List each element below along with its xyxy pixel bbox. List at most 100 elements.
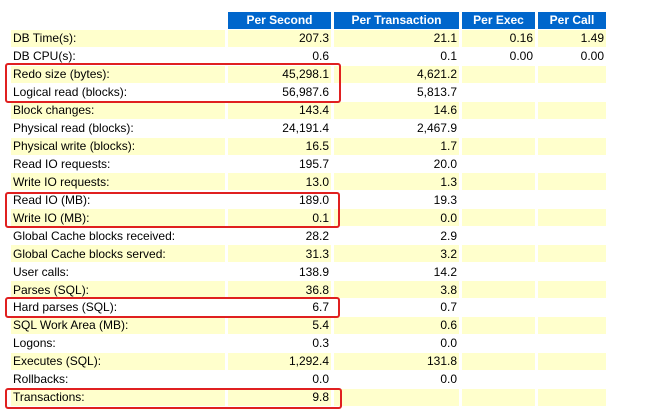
header-statistic xyxy=(11,12,225,29)
table-row: DB Time(s): 207.3 21.1 0.16 1.49 xyxy=(11,29,606,47)
cell-per-second: 56,987.6 xyxy=(228,83,331,101)
cell-per-transaction: 0.0 xyxy=(334,334,459,352)
cell-per-second: 0.1 xyxy=(228,209,331,227)
cell-per-exec xyxy=(462,352,535,370)
cell-per-call xyxy=(538,101,606,119)
table-row: Write IO requests: 13.0 1.3 xyxy=(11,173,606,191)
cell-per-second: 5.4 xyxy=(228,316,331,334)
cell-per-call xyxy=(538,83,606,101)
cell-statistic-name: DB Time(s): xyxy=(11,29,225,47)
cell-per-exec xyxy=(462,101,535,119)
cell-per-exec xyxy=(462,388,535,406)
load-profile-table: Per Second Per Transaction Per Exec Per … xyxy=(8,11,609,407)
cell-per-second: 13.0 xyxy=(228,173,331,191)
cell-per-transaction: 1.3 xyxy=(334,173,459,191)
cell-statistic-name: Read IO requests: xyxy=(11,155,225,173)
table-row: Transactions: 9.8 xyxy=(11,388,606,406)
cell-per-call: 0.00 xyxy=(538,47,606,65)
cell-per-transaction: 131.8 xyxy=(334,352,459,370)
cell-per-second: 143.4 xyxy=(228,101,331,119)
cell-per-exec: 0.16 xyxy=(462,29,535,47)
cell-per-second: 24,191.4 xyxy=(228,119,331,137)
cell-per-call xyxy=(538,227,606,245)
cell-per-transaction: 0.0 xyxy=(334,209,459,227)
cell-per-second: 9.8 xyxy=(228,388,331,406)
header-per-call: Per Call xyxy=(538,12,606,29)
cell-per-call: 1.49 xyxy=(538,29,606,47)
cell-per-second: 31.3 xyxy=(228,245,331,263)
cell-per-transaction: 19.3 xyxy=(334,191,459,209)
cell-statistic-name: Logical read (blocks): xyxy=(11,83,225,101)
table-row: DB CPU(s): 0.6 0.1 0.00 0.00 xyxy=(11,47,606,65)
cell-per-exec xyxy=(462,173,535,191)
cell-per-transaction: 2.9 xyxy=(334,227,459,245)
cell-per-exec xyxy=(462,370,535,388)
cell-per-second: 16.5 xyxy=(228,137,331,155)
cell-statistic-name: Global Cache blocks received: xyxy=(11,227,225,245)
cell-per-transaction: 0.6 xyxy=(334,316,459,334)
cell-statistic-name: SQL Work Area (MB): xyxy=(11,316,225,334)
cell-per-transaction: 21.1 xyxy=(334,29,459,47)
table-row: Global Cache blocks served: 31.3 3.2 xyxy=(11,245,606,263)
table-body: DB Time(s): 207.3 21.1 0.16 1.49 DB CPU(s): 0.… xyxy=(11,29,606,406)
cell-statistic-name: Write IO requests: xyxy=(11,173,225,191)
table-row: Parses (SQL): 36.8 3.8 xyxy=(11,281,606,298)
cell-per-second: 6.7 xyxy=(228,299,331,316)
table-row: Physical read (blocks): 24,191.4 2,467.9 xyxy=(11,119,606,137)
cell-per-transaction xyxy=(334,388,459,406)
cell-per-second: 0.0 xyxy=(228,370,331,388)
table-row: Write IO (MB): 0.1 0.0 xyxy=(11,209,606,227)
cell-per-call xyxy=(538,65,606,83)
table-row: User calls: 138.9 14.2 xyxy=(11,263,606,281)
header-per-second: Per Second xyxy=(228,12,331,29)
table-row: Global Cache blocks received: 28.2 2.9 xyxy=(11,227,606,245)
cell-statistic-name: Read IO (MB): xyxy=(11,191,225,209)
cell-per-second: 189.0 xyxy=(228,191,331,209)
cell-statistic-name: Redo size (bytes): xyxy=(11,65,225,83)
cell-per-exec xyxy=(462,137,535,155)
table-row: Physical write (blocks): 16.5 1.7 xyxy=(11,137,606,155)
cell-per-transaction: 0.1 xyxy=(334,47,459,65)
cell-per-call xyxy=(538,316,606,334)
table-row: Logons: 0.3 0.0 xyxy=(11,334,606,352)
cell-statistic-name: Physical read (blocks): xyxy=(11,119,225,137)
cell-per-call xyxy=(538,281,606,298)
cell-per-transaction: 2,467.9 xyxy=(334,119,459,137)
cell-per-exec xyxy=(462,334,535,352)
cell-per-transaction: 5,813.7 xyxy=(334,83,459,101)
cell-per-exec xyxy=(462,316,535,334)
cell-per-exec: 0.00 xyxy=(462,47,535,65)
cell-per-transaction: 1.7 xyxy=(334,137,459,155)
header-per-exec: Per Exec xyxy=(462,12,535,29)
cell-per-call xyxy=(538,173,606,191)
cell-per-exec xyxy=(462,245,535,263)
cell-per-exec xyxy=(462,191,535,209)
cell-per-exec xyxy=(462,83,535,101)
cell-per-call xyxy=(538,370,606,388)
cell-per-call xyxy=(538,191,606,209)
cell-per-second: 1,292.4 xyxy=(228,352,331,370)
cell-per-exec xyxy=(462,299,535,316)
cell-per-call xyxy=(538,245,606,263)
cell-per-call xyxy=(538,352,606,370)
cell-per-call xyxy=(538,299,606,316)
cell-per-exec xyxy=(462,155,535,173)
cell-per-call xyxy=(538,334,606,352)
cell-per-transaction: 3.8 xyxy=(334,281,459,298)
cell-per-second: 45,298.1 xyxy=(228,65,331,83)
table-row: Redo size (bytes): 45,298.1 4,621.2 xyxy=(11,65,606,83)
cell-statistic-name: Write IO (MB): xyxy=(11,209,225,227)
table-header-row: Per Second Per Transaction Per Exec Per … xyxy=(11,12,606,29)
cell-per-call xyxy=(538,155,606,173)
cell-statistic-name: Executes (SQL): xyxy=(11,352,225,370)
cell-per-transaction: 14.6 xyxy=(334,101,459,119)
cell-statistic-name: Global Cache blocks served: xyxy=(11,245,225,263)
header-per-transaction: Per Transaction xyxy=(334,12,459,29)
cell-per-call xyxy=(538,137,606,155)
cell-statistic-name: Hard parses (SQL): xyxy=(11,299,225,316)
cell-per-second: 207.3 xyxy=(228,29,331,47)
cell-statistic-name: User calls: xyxy=(11,263,225,281)
cell-per-exec xyxy=(462,227,535,245)
table-row: Block changes: 143.4 14.6 xyxy=(11,101,606,119)
cell-per-transaction: 3.2 xyxy=(334,245,459,263)
